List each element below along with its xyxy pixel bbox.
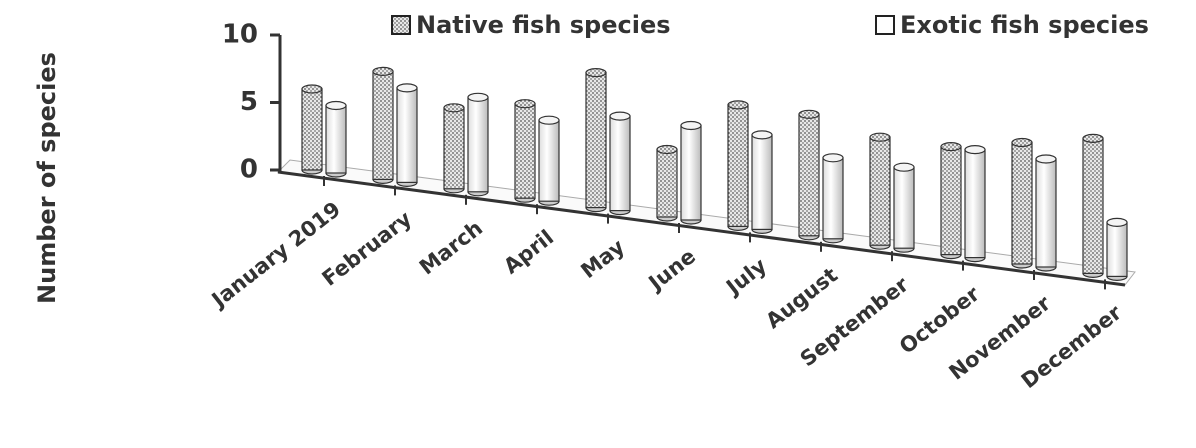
bar-top bbox=[325, 100, 347, 111]
bar bbox=[869, 136, 891, 246]
y-tick-label: 5 bbox=[240, 87, 258, 117]
bar bbox=[751, 134, 773, 230]
legend-label: Native fish species bbox=[416, 11, 671, 39]
bar-top bbox=[680, 120, 702, 131]
x-tick-label: May bbox=[576, 234, 629, 283]
bar-top bbox=[443, 103, 465, 113]
x-tick-label: June bbox=[643, 244, 700, 296]
y-tick-label: 0 bbox=[240, 155, 258, 185]
y-tick-label: 10 bbox=[222, 20, 258, 50]
bar bbox=[396, 87, 418, 184]
bar-top bbox=[1082, 133, 1104, 143]
bar bbox=[372, 70, 394, 181]
legend-label: Exotic fish species bbox=[900, 11, 1149, 39]
bar-top bbox=[964, 145, 986, 155]
bar-top bbox=[1011, 137, 1033, 148]
bar-top bbox=[467, 92, 489, 102]
bar bbox=[940, 146, 962, 256]
x-tick-label: July bbox=[720, 253, 771, 300]
bar-top bbox=[869, 132, 891, 142]
bar-top bbox=[656, 144, 678, 155]
bar bbox=[893, 166, 915, 249]
bar bbox=[514, 103, 536, 199]
bar bbox=[680, 124, 702, 221]
bar bbox=[727, 104, 749, 228]
bar-top bbox=[822, 153, 844, 163]
bar-top bbox=[727, 100, 749, 110]
x-tick-label: January 2019 bbox=[206, 197, 345, 313]
x-tick-label: April bbox=[499, 225, 558, 278]
x-tick-label: March bbox=[415, 216, 487, 280]
bar bbox=[822, 157, 844, 240]
bar bbox=[798, 113, 820, 237]
bar bbox=[1011, 141, 1033, 265]
bar bbox=[325, 104, 347, 174]
bar bbox=[609, 115, 631, 212]
bar-top bbox=[798, 109, 820, 119]
bar-top bbox=[514, 99, 536, 109]
bar bbox=[1106, 221, 1128, 277]
bar bbox=[964, 149, 986, 259]
bar-top bbox=[751, 130, 773, 140]
bar bbox=[301, 88, 323, 171]
bar-top bbox=[1035, 154, 1057, 164]
x-axis bbox=[277, 170, 1126, 287]
bar-top bbox=[940, 142, 962, 152]
bar-top bbox=[396, 83, 418, 93]
y-axis-label: Number of species bbox=[33, 52, 61, 304]
bar bbox=[1082, 137, 1104, 274]
bar bbox=[443, 107, 465, 190]
legend-swatch bbox=[391, 15, 411, 35]
bar-top bbox=[372, 66, 394, 77]
bar-top bbox=[893, 162, 915, 172]
legend-swatch bbox=[875, 15, 895, 35]
bar bbox=[467, 96, 489, 193]
bar bbox=[1035, 158, 1057, 268]
bar-top bbox=[301, 84, 323, 94]
bar bbox=[538, 119, 560, 202]
bar bbox=[585, 71, 607, 209]
bar-top bbox=[585, 67, 607, 78]
bar-top bbox=[609, 111, 631, 121]
bar-top bbox=[1106, 217, 1128, 227]
bar bbox=[656, 148, 678, 218]
bar-top bbox=[538, 115, 560, 125]
x-tick-label: August bbox=[761, 263, 842, 333]
